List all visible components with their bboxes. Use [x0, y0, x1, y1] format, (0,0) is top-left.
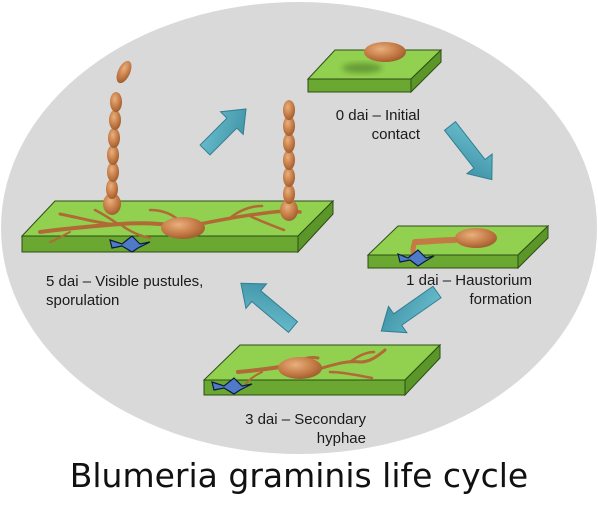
conidiophore-chain-left [103, 60, 132, 215]
arrow-stage-1-to-3 [380, 285, 442, 334]
stage-1-label-line-2: formation [469, 291, 532, 308]
released-conidium [116, 60, 132, 84]
stage-3-label-line-1: 3 dai – Secondary [245, 411, 366, 428]
leaf-top [202, 344, 442, 381]
arrow-stage-3-to-5 [240, 282, 299, 334]
stage-5-label: 5 dai – Visible pustules, sporulation [46, 272, 203, 310]
leaf-side [410, 48, 442, 94]
haustorium [211, 377, 253, 395]
germ-tube [412, 237, 458, 245]
stage-3-leaf-diagram [202, 343, 442, 397]
spore-shadow [342, 63, 382, 73]
stage-1-label: 1 dai – Haustorium formation [406, 271, 532, 309]
stage-1-label-line-1: 1 dai – Haustorium [406, 272, 532, 289]
stage-1-leaf-diagram [366, 224, 550, 270]
stage-0-label-line-1: 0 dai – Initial [335, 107, 420, 124]
stage-3-label: 3 dai – Secondary hyphae [245, 410, 366, 448]
conidium [364, 42, 406, 62]
stage-5-label-line-1: 5 dai – Visible pustules, [46, 273, 204, 290]
leaf-side [404, 343, 441, 397]
leaf-side [517, 224, 549, 270]
conidiophore-chain-right [280, 100, 298, 221]
diagram-title: Blumeria graminis life cycle [69, 456, 529, 495]
stage-5-leaf-diagram [20, 60, 335, 254]
arrow-stage-5-to-0 [199, 108, 247, 156]
leaf-front [21, 235, 299, 253]
stage-0-label-line-2: contact [371, 126, 420, 143]
haustorium [109, 235, 151, 253]
stage-5-label-line-2: sporulation [46, 292, 120, 309]
leaf-front [367, 254, 519, 269]
arrow-stage-0-to-1 [443, 120, 493, 181]
leaf-side [297, 199, 334, 254]
leaf-front [307, 78, 412, 93]
stage-0-leaf-diagram [306, 42, 443, 94]
conidium [161, 217, 205, 239]
stage-3-label-line-2: hyphae [316, 430, 366, 447]
cycle-arrows [199, 108, 493, 334]
conidium [278, 357, 322, 379]
conidium [455, 228, 497, 248]
stage-0-label: 0 dai – Initial contact [336, 106, 420, 144]
haustorium [397, 249, 435, 267]
